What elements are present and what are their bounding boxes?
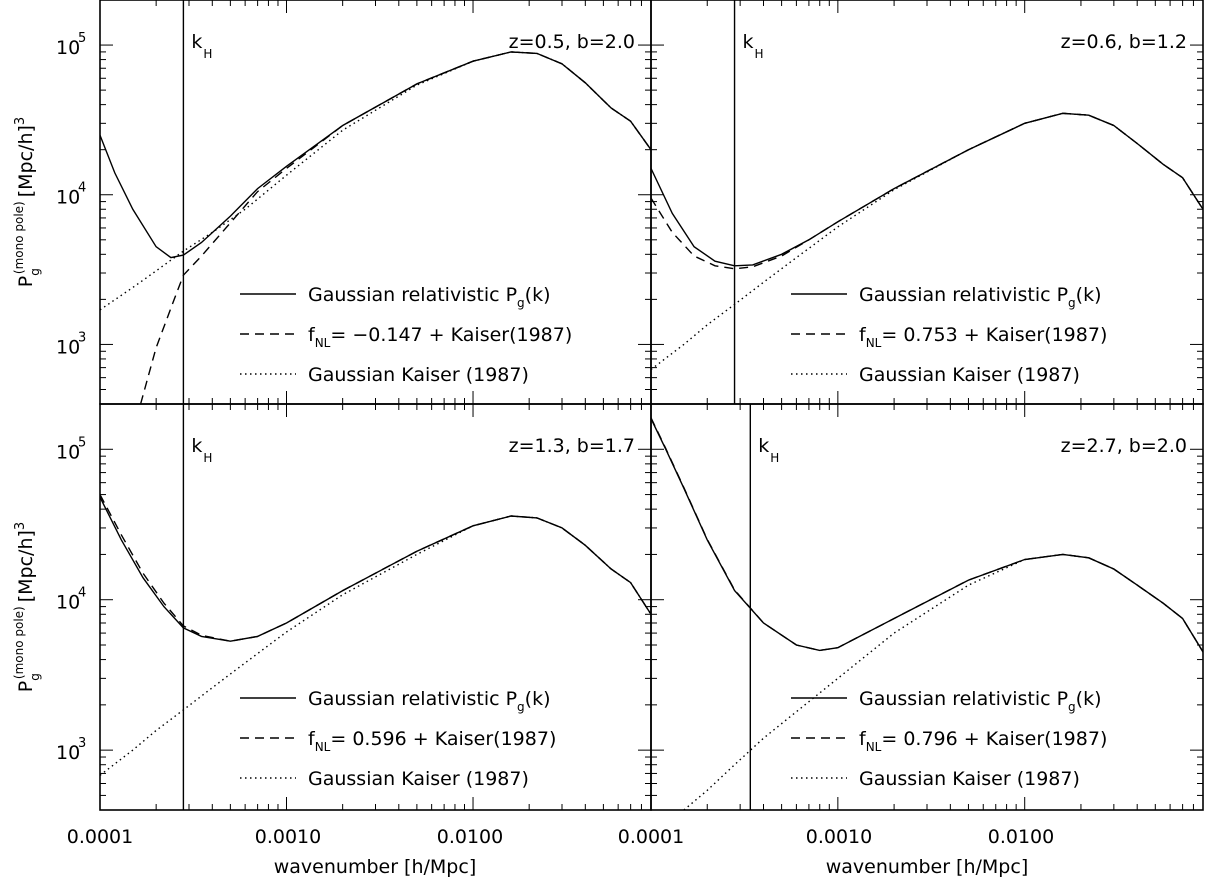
x-tick-label: 0.0100 [988,826,1054,848]
panel-frame [650,403,1204,811]
panel-4: kHz=2.7, b=2.0 Gaussian relativistic Pg(k… [650,403,1204,811]
x-axis-title: wavenumber [h/Mpc] [826,856,1028,878]
series-line-solid [100,51,651,259]
legend-label-relativistic: Gaussian relativistic Pg(k) [308,284,551,310]
y-axis-title: Pg(mono pole)[Mpc/h]3 [12,522,42,692]
legend-label-kaiser: Gaussian Kaiser (1987) [859,768,1080,790]
series-line-dashed [139,51,651,404]
series-line-dashed [651,417,1203,653]
y-tick-label: 10 [56,441,80,463]
x-axis-title: wavenumber [h/Mpc] [274,856,476,878]
horizon-label-sub: H [203,47,212,61]
legend-label-relativistic: Gaussian relativistic Pg(k) [859,284,1102,310]
horizon-label-sub: H [203,451,212,465]
y-tick-label-exp: 5 [78,435,86,450]
legend-label-relativistic: Gaussian relativistic Pg(k) [308,688,551,714]
x-tick-label: 0.0001 [67,826,133,848]
horizon-label: k [191,31,202,53]
y-tick-label: 10 [56,336,80,358]
y-tick-label: 10 [56,37,80,59]
series-group [100,494,651,776]
legend-label-fnl: fNL= −0.147 + Kaiser(1987) [308,324,572,350]
legend-label-relativistic: Gaussian relativistic Pg(k) [859,688,1102,714]
series-group [651,112,1203,371]
series-line-solid [651,112,1203,267]
panel-title: z=0.5, b=2.0 [509,31,635,53]
panel-1: kHz=0.5, b=2.0 Gaussian relativistic Pg(k… [99,0,652,405]
horizon-label: k [758,435,769,457]
series-group [100,51,651,404]
horizon-label: k [191,435,202,457]
legend: Gaussian relativistic Pg(k) fNL= 0.753 + … [791,284,1107,386]
horizon-label: k [743,31,754,53]
tick-marks [99,403,652,811]
y-axis-title: Pg(mono pole)[Mpc/h]3 [12,117,42,287]
y-tick-label-exp: 5 [78,31,86,46]
panel-title: z=2.7, b=2.0 [1061,435,1187,457]
y-tick-label-exp: 4 [78,181,86,196]
y-tick-label: 10 [56,742,80,764]
x-tick-label: 0.0010 [806,826,872,848]
y-tick-label-exp: 4 [78,586,86,601]
y-tick-label-exp: 3 [78,736,86,751]
tick-marks [650,0,1204,405]
panel-3: kHz=1.3, b=1.7 Gaussian relativistic Pg(k… [99,403,652,811]
tick-marks [99,0,652,405]
legend-label-fnl: fNL= 0.596 + Kaiser(1987) [308,728,556,754]
panel-title: z=0.6, b=1.2 [1061,31,1187,53]
y-tick-label-exp: 3 [78,330,86,345]
legend-label-fnl: fNL= 0.796 + Kaiser(1987) [859,728,1107,754]
legend-label-kaiser: Gaussian Kaiser (1987) [308,364,529,386]
series-line-dotted [683,553,1203,810]
x-tick-label: 0.0100 [437,826,503,848]
legend-label-kaiser: Gaussian Kaiser (1987) [308,768,529,790]
legend: Gaussian relativistic Pg(k) fNL= −0.147 +… [240,284,572,386]
legend: Gaussian relativistic Pg(k) fNL= 0.596 + … [240,688,556,790]
horizon-label-sub: H [755,47,764,61]
series-group [651,417,1203,810]
series-line-solid [100,496,651,642]
series-line-dotted [100,51,651,311]
horizon-label-sub: H [770,451,779,465]
legend-label-fnl: fNL= 0.753 + Kaiser(1987) [859,324,1107,350]
y-tick-label: 10 [56,592,80,614]
series-line-dashed [651,112,1203,270]
legend-label-kaiser: Gaussian Kaiser (1987) [859,364,1080,386]
series-line-dashed [100,494,651,642]
panel-2: kHz=0.6, b=1.2 Gaussian relativistic Pg(k… [650,0,1204,405]
y-tick-label: 10 [56,187,80,209]
legend: Gaussian relativistic Pg(k) fNL= 0.796 + … [791,688,1107,790]
panel-title: z=1.3, b=1.7 [509,435,635,457]
x-tick-label: 0.0001 [618,826,684,848]
x-tick-label: 0.0010 [255,826,321,848]
